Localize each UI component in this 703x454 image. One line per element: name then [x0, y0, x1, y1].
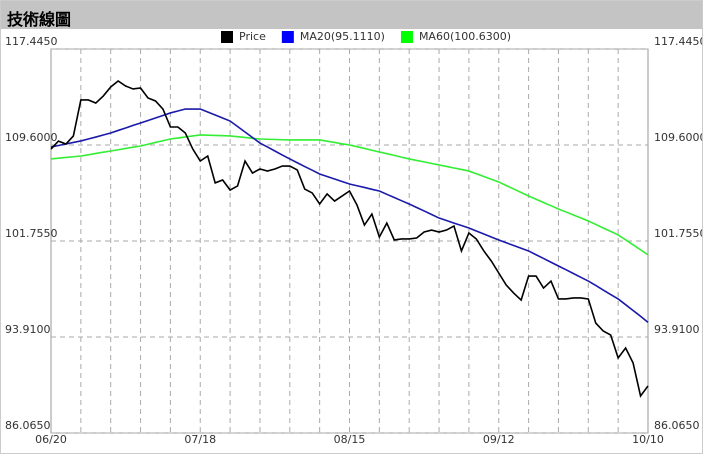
y-tick-label: 93.9100: [5, 323, 51, 336]
y-tick-label-right: 86.0650: [654, 419, 700, 432]
x-tick-label: 07/18: [184, 433, 216, 446]
legend-swatch: [400, 31, 413, 43]
x-tick-label: 06/20: [35, 433, 67, 446]
y-tick-label-right: 93.9100: [654, 323, 700, 336]
legend-swatch: [281, 31, 294, 43]
legend-label: MA60(100.6300): [419, 30, 511, 43]
y-tick-label: 86.0650: [5, 419, 51, 432]
series-line: [50, 80, 649, 398]
y-tick-label-right: 117.4450: [654, 35, 702, 48]
x-tick-label: 08/15: [334, 433, 366, 446]
x-tick-label: 09/12: [483, 433, 515, 446]
legend-label: Price: [239, 30, 266, 43]
y-tick-label: 101.7550: [5, 227, 58, 240]
series-line: [50, 134, 649, 256]
y-tick-label: 109.6000: [5, 131, 58, 144]
title-bar: 技術線圖: [1, 1, 702, 29]
legend-swatch: [221, 31, 233, 43]
y-tick-label-right: 109.6000: [654, 131, 702, 144]
series-line: [50, 108, 649, 323]
x-tick-label: 10/10: [632, 433, 664, 446]
y-tick-label-right: 101.7550: [654, 227, 702, 240]
legend-label: MA20(95.1110): [300, 30, 385, 43]
y-tick-label: 117.4450: [5, 35, 58, 48]
chart-title: 技術線圖: [7, 10, 72, 29]
